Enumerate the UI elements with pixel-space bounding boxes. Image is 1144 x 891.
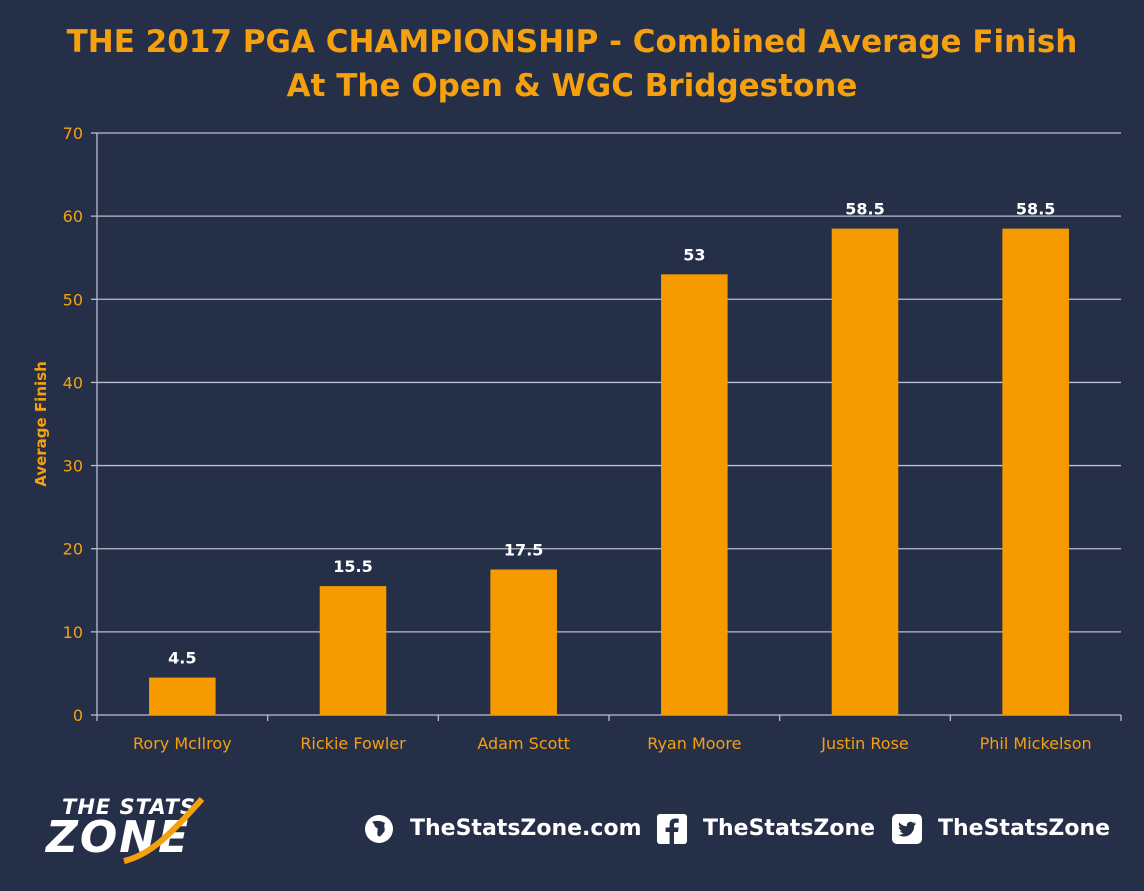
y-tick-label: 30: [63, 457, 83, 476]
labels: 0 10 20 30 40 50 60 70 4.5 Rory McIlroy 15.5 Rickie…: [32, 124, 1092, 753]
bar-4: [831, 228, 899, 715]
y-axis-title: Average Finish: [32, 361, 50, 487]
bar-5: [1002, 228, 1069, 715]
y-tick-label: 50: [63, 290, 83, 309]
axes: [91, 132, 1122, 721]
bar-3: [661, 274, 728, 715]
chart-title: THE 2017 PGA CHAMPIONSHIP - Combined Ave…: [0, 20, 1144, 108]
grid-lines: [97, 132, 1121, 633]
data-label-1: 15.5: [333, 557, 372, 576]
y-tick-label: 40: [63, 373, 83, 392]
bar-0: [149, 677, 216, 715]
chart-title-line1: THE 2017 PGA CHAMPIONSHIP - Combined Ave…: [66, 24, 1078, 60]
data-label-3: 53: [683, 245, 705, 264]
category-label-5: Phil Mickelson: [980, 734, 1092, 753]
globe-icon: [365, 815, 393, 843]
bar-1: [319, 586, 387, 715]
logo-line1: THE STATS: [62, 795, 197, 819]
data-label-0: 4.5: [168, 649, 196, 668]
category-label-3: Ryan Moore: [647, 734, 741, 753]
category-label-1: Rickie Fowler: [300, 734, 406, 753]
y-tick-label: 0: [73, 706, 83, 725]
data-label-5: 58.5: [1016, 200, 1055, 219]
twitter-text[interactable]: TheStatsZone: [938, 816, 1111, 841]
logo-swoosh: [123, 797, 205, 864]
facebook-icon: [657, 814, 687, 844]
facebook-text[interactable]: TheStatsZone: [703, 816, 876, 841]
y-tick-label: 20: [63, 540, 83, 559]
data-label-4: 58.5: [845, 200, 884, 219]
bars: [149, 228, 1069, 715]
chart-title-line2: At The Open & WGC Bridgestone: [286, 68, 858, 104]
data-label-2: 17.5: [504, 541, 543, 560]
y-tick-label: 60: [63, 207, 83, 226]
twitter-icon: [892, 814, 922, 844]
category-label-4: Justin Rose: [820, 734, 909, 753]
bar-2: [490, 569, 557, 715]
y-tick-label: 10: [63, 623, 83, 642]
category-label-2: Adam Scott: [477, 734, 570, 753]
website-text[interactable]: TheStatsZone.com: [410, 816, 642, 841]
category-label-0: Rory McIlroy: [133, 734, 232, 753]
y-tick-label: 70: [63, 124, 83, 143]
